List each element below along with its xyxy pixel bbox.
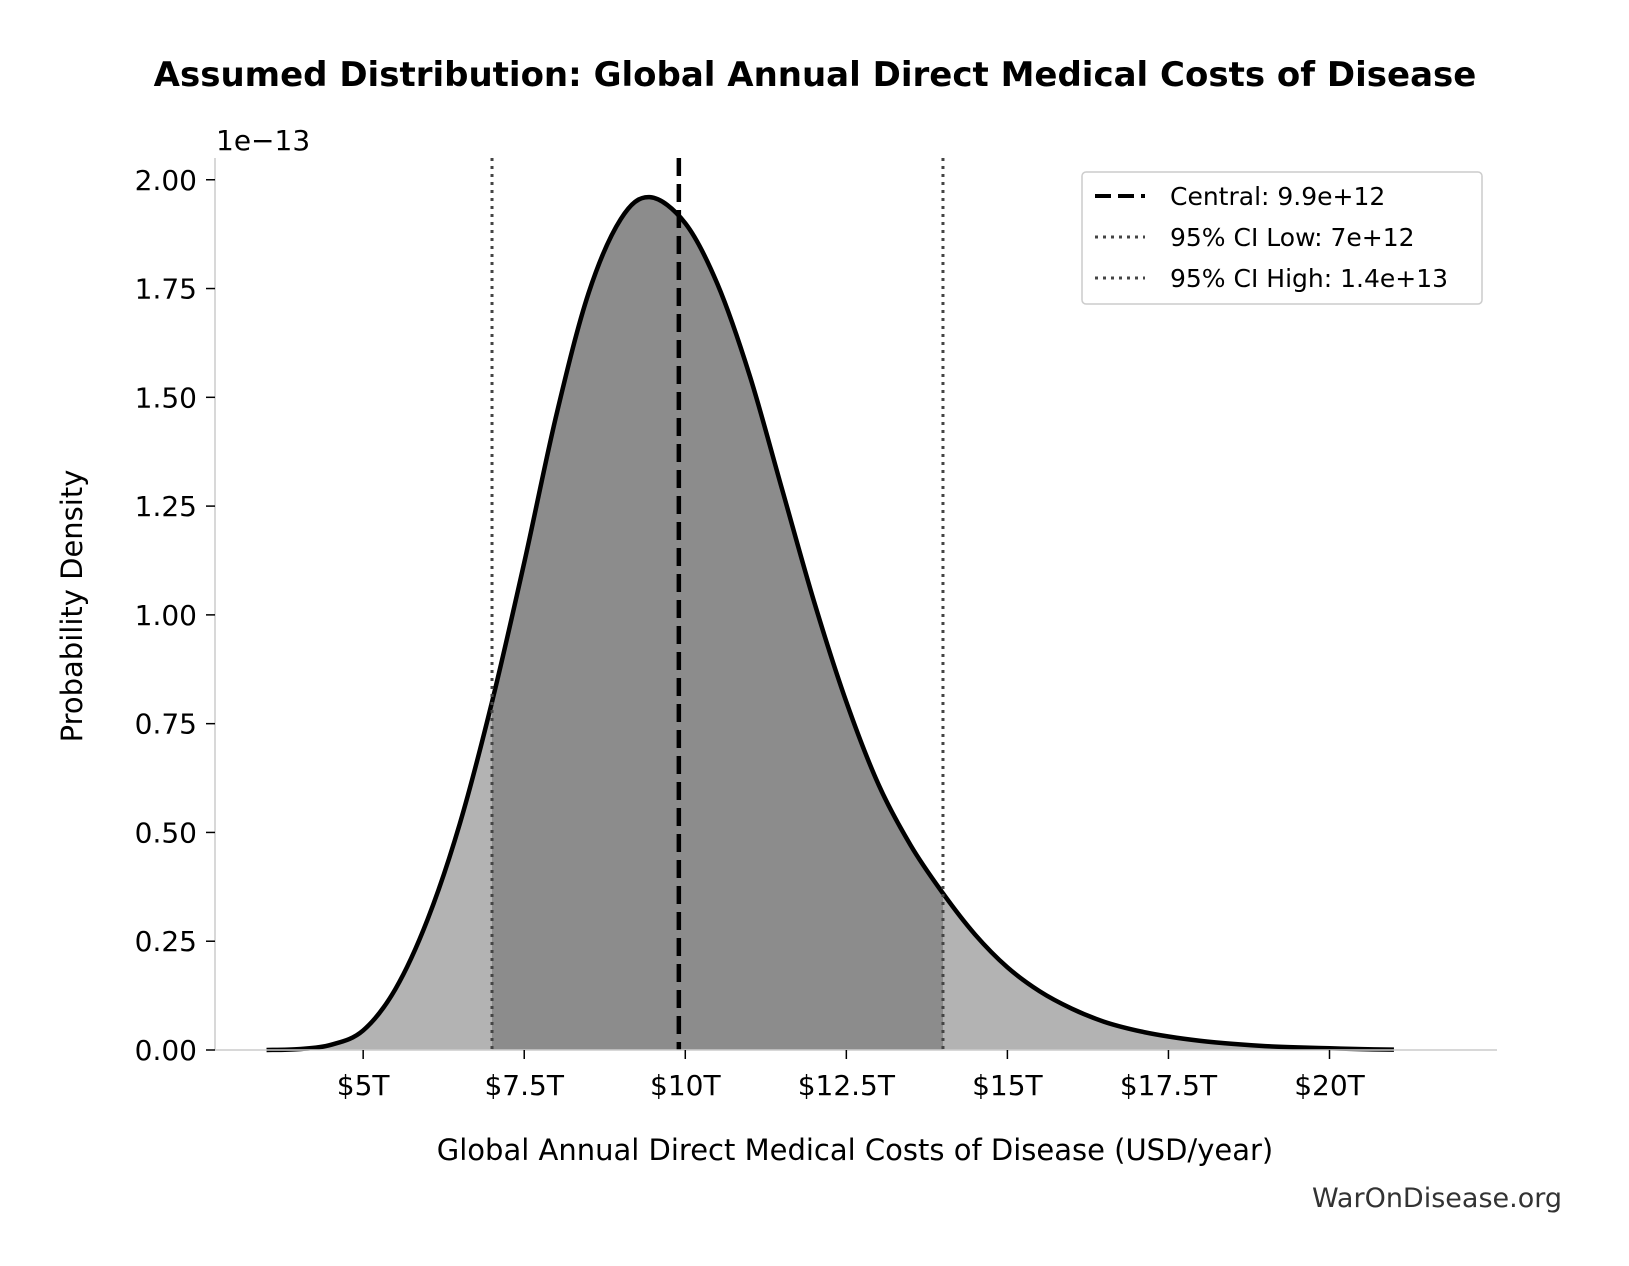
x-tick-label: $7.5T [484, 1069, 564, 1102]
y-offset-label: 1e−13 [216, 124, 310, 157]
legend: Central: 9.9e+12 95% CI Low: 7e+12 95% C… [1081, 171, 1483, 305]
plot-area [266, 158, 1394, 1053]
x-tick-label: $10T [650, 1069, 721, 1102]
y-tick-label: 0.50 [135, 816, 197, 849]
legend-label-ci-high: 95% CI High: 1.4e+13 [1170, 264, 1448, 293]
watermark: WarOnDisease.org [1312, 1183, 1562, 1214]
legend-label-central: Central: 9.9e+12 [1170, 182, 1385, 211]
x-ticks: $5T $7.5T $10T $12.5T $15T $17.5T $20T [337, 1050, 1366, 1102]
legend-box [1081, 171, 1483, 305]
y-tick-label: 2.00 [135, 164, 197, 197]
y-tick-label: 0.75 [135, 708, 197, 741]
y-tick-label: 0.00 [135, 1034, 197, 1067]
legend-label-ci-low: 95% CI Low: 7e+12 [1170, 223, 1415, 252]
y-tick-label: 1.50 [135, 381, 197, 414]
x-tick-label: $17.5T [1120, 1069, 1218, 1102]
y-tick-label: 0.25 [135, 925, 197, 958]
y-axis-label: Probability Density [55, 470, 89, 743]
y-tick-label: 1.25 [135, 490, 197, 523]
ci-fill-area [492, 197, 943, 1050]
x-tick-label: $20T [1294, 1069, 1365, 1102]
y-tick-label: 1.75 [135, 273, 197, 306]
y-ticks: 0.00 0.25 0.50 0.75 1.00 1.25 1.50 1.75 2.00 [135, 164, 215, 1067]
density-curve [266, 194, 1394, 1053]
y-tick-label: 1.00 [135, 599, 197, 632]
chart-title: Assumed Distribution: Global Annual Dire… [154, 55, 1477, 95]
x-axis-label: Global Annual Direct Medical Costs of Di… [437, 1133, 1273, 1167]
x-tick-label: $5T [337, 1069, 391, 1102]
x-tick-label: $15T [972, 1069, 1043, 1102]
x-tick-label: $12.5T [798, 1069, 896, 1102]
